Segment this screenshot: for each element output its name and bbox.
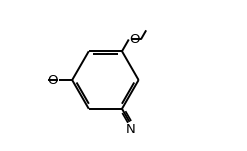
Text: N: N <box>125 123 135 136</box>
Text: O: O <box>129 33 140 46</box>
Text: O: O <box>47 74 58 87</box>
